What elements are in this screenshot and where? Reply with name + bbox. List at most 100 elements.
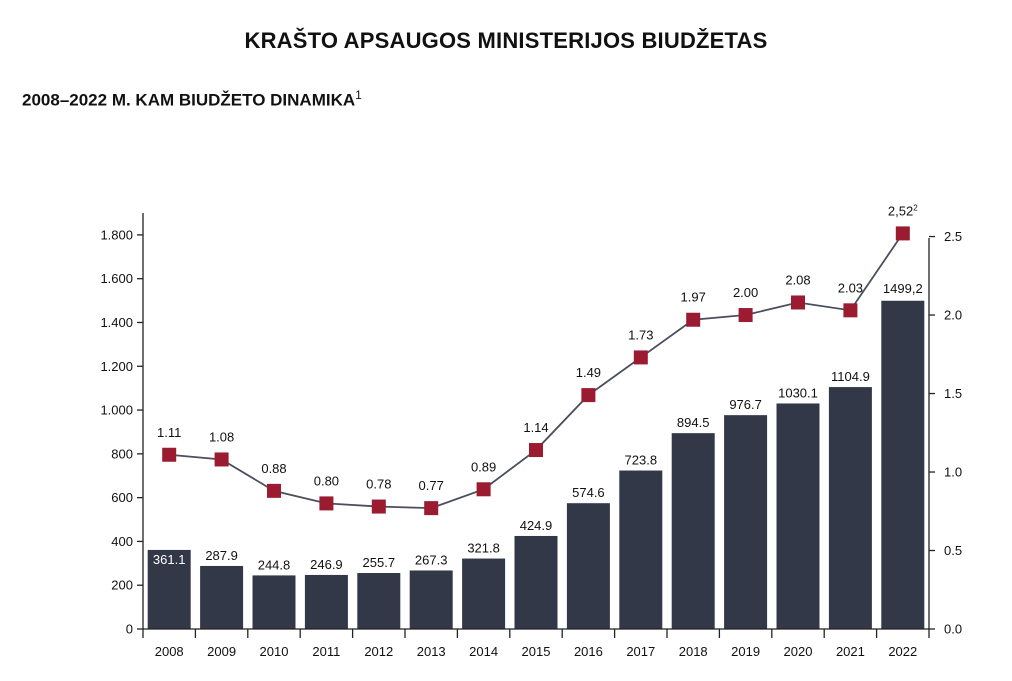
line-marker-2021 [843,303,858,318]
bar-2019 [724,415,768,629]
line-value-label: 2,522 [888,203,918,218]
bar-2012 [357,573,401,629]
bar-2018 [671,433,715,629]
bar-value-label: 1030.1 [778,385,818,400]
bar-2022 [881,300,925,629]
line-marker-2010 [267,483,281,498]
left-axis-tick-label: 1.800 [100,227,133,242]
left-axis-tick-label: 400 [111,534,133,549]
line-marker-2019 [738,308,753,323]
line-value-label: 2.08 [785,272,810,287]
line-value-label: 1.08 [209,429,234,444]
bars-layer [147,300,925,629]
line-value-footnote: 2 [913,203,918,212]
line-value-text: 1.11 [157,425,181,440]
line-marker-2020 [791,295,805,310]
bar-2014 [462,558,506,629]
line-value-text: 2.08 [785,272,810,287]
x-axis-label-2010: 2010 [260,644,289,659]
x-axis-label-2021: 2021 [836,644,865,659]
line-value-text: 2.00 [733,285,758,300]
x-axis-label-2019: 2019 [731,644,760,659]
bar-value-label: 267.3 [415,552,448,567]
line-value-text: 0.78 [366,477,391,492]
line-marker-2018 [686,312,701,327]
line-value-label: 1.14 [523,420,548,435]
left-axis-tick-label: 0 [126,622,133,637]
bar-value-label: 1104.9 [831,369,870,384]
right-axis-tick-label: 1.0 [944,465,962,480]
left-axis-tick-label: 1.600 [100,271,133,286]
line-value-label: 1.97 [681,290,706,305]
line-value-label: 0.78 [366,477,391,492]
line-value-label: 1.73 [628,327,653,342]
line-value-label: 1.49 [576,365,601,380]
labels-layer: 1.11 1.08 0.88 0.80 0.78 0.77 0.89 1.14 1.49 1.73… [153,203,923,572]
line-value-label: 0.89 [471,459,496,474]
subtitle-footnote-mark: 1 [355,88,362,102]
line-marker-2012 [371,499,386,514]
line-marker-2011 [319,496,334,511]
x-axis-label-2015: 2015 [522,644,551,659]
right-axis-tick-label: 2.5 [944,229,962,244]
bar-value-label: 574.6 [572,485,605,500]
chart-subtitle: 2008–2022 M. KAM BIUDŽETO DINAMIKA1 [22,88,362,111]
bar-value-label: 723.8 [625,453,658,468]
right-axis-tick-label: 0.0 [944,622,962,637]
line-value-text: 1.97 [681,290,706,305]
line-value-text: 1.49 [576,365,601,380]
bar-value-label: 424.9 [520,518,553,533]
line-value-label: 0.77 [419,478,444,493]
bar-value-label: 321.8 [467,541,500,556]
x-axis-label-2008: 2008 [155,644,184,659]
chart-subtitle-text: 2008–2022 M. KAM BIUDŽETO DINAMIKA [22,90,356,110]
x-axis-label-2013: 2013 [417,644,446,659]
x-axis-label-2014: 2014 [469,644,498,659]
bar-value-label: 1499,2 [883,281,923,296]
line-value-label: 2.03 [838,280,863,295]
line-value-label: 1.11 [157,425,181,440]
x-axis-label-2018: 2018 [679,644,708,659]
bar-value-label: 894.5 [677,415,710,430]
bar-2020 [776,403,820,629]
bar-2011 [304,574,348,629]
line-value-label: 0.88 [261,461,286,476]
line-value-text: 1.73 [628,327,653,342]
line-value-label: 2.00 [733,285,758,300]
line-marker-2013 [424,501,439,516]
line-marker-2009 [214,452,229,467]
line-layer [162,226,910,516]
line-marker-2014 [476,482,491,497]
left-axis-tick-label: 600 [111,490,133,505]
left-axis-tick-label: 800 [111,446,133,461]
left-axis-tick-label: 1.000 [100,403,133,418]
left-axis-tick-label: 1.200 [100,359,133,374]
left-axis-tick-label: 200 [111,578,133,593]
bar-2008 [147,549,191,629]
bar-value-label: 246.9 [310,557,343,572]
x-axis-label-2016: 2016 [574,644,603,659]
bar-2010 [252,575,296,629]
bar-2015 [514,535,558,629]
line-value-text: 2.03 [838,280,863,295]
line-marker-2017 [633,350,648,365]
bar-value-label: 255.7 [363,555,396,570]
line-value-text: 1.08 [209,429,234,444]
bar-value-label: 287.9 [205,548,238,563]
x-axis-label-2022: 2022 [888,644,917,659]
bar-value-label: 976.7 [729,397,762,412]
line-value-text: 0.80 [314,473,339,488]
bar-value-label: 361.1 [153,552,186,567]
line-value-text: 0.89 [471,459,496,474]
line-marker-2016 [581,388,596,403]
bar-2013 [409,570,453,629]
line-marker-2022 [895,226,910,241]
line-value-text: 2,52 [888,203,913,218]
right-axis-tick-label: 2.0 [944,308,962,323]
line-value-text: 0.77 [419,478,444,493]
line-value-text: 1.14 [523,420,548,435]
x-axis-label-2011: 2011 [312,644,340,659]
bar-value-label: 244.8 [258,557,291,572]
axes-layer: 0 200 400 600 800 1.000 1.200 1.400 1.600 1.800 0.… [100,213,962,659]
